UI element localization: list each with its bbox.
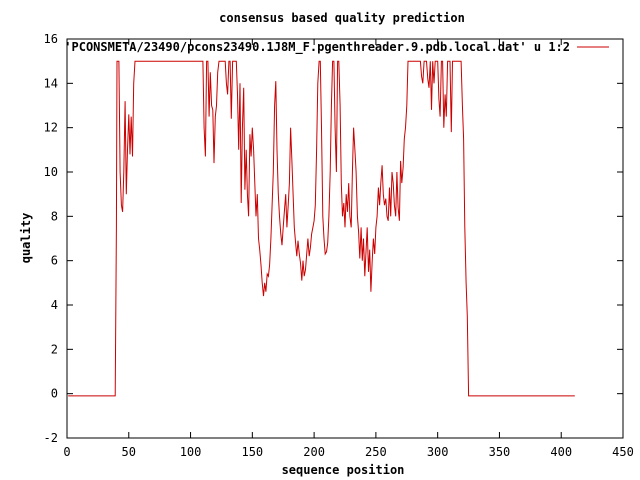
- y-tick-label: 14: [44, 76, 58, 90]
- x-tick-label: 50: [122, 445, 136, 459]
- legend: 'PCONSMETA/23490/pcons23490.1J8M_F.pgent…: [64, 40, 609, 55]
- legend-label: 'PCONSMETA/23490/pcons23490.1J8M_F.pgent…: [64, 40, 570, 55]
- y-tick-label: 8: [51, 209, 58, 223]
- plot-area-frame: [66, 38, 624, 439]
- x-tick-label: 200: [303, 445, 325, 459]
- x-axis-label: sequence position: [282, 463, 405, 477]
- y-tick-label: 0: [51, 387, 58, 401]
- x-tick-label: 0: [63, 445, 70, 459]
- y-axis-ticks: -2 0 2 4 6 8 10 12 14 16: [44, 32, 623, 445]
- series-line: [68, 60, 575, 397]
- x-tick-label: 150: [241, 445, 263, 459]
- x-tick-label: 250: [365, 445, 387, 459]
- x-tick-label: 100: [180, 445, 202, 459]
- y-tick-label: 10: [44, 165, 58, 179]
- y-tick-label: 4: [51, 298, 58, 312]
- x-tick-label: 300: [427, 445, 449, 459]
- y-tick-label: 16: [44, 32, 58, 46]
- y-tick-label: 2: [51, 342, 58, 356]
- y-tick-label: 6: [51, 254, 58, 268]
- chart-title: consensus based quality prediction: [219, 11, 465, 25]
- y-tick-label: -2: [44, 431, 58, 445]
- y-axis-label: quality: [19, 213, 33, 264]
- series-layer: [68, 60, 575, 397]
- x-tick-label: 350: [489, 445, 511, 459]
- y-tick-label: 12: [44, 121, 58, 135]
- x-axis-ticks: 0 50 100 150 200 250 300 350 400 450: [63, 39, 634, 459]
- x-tick-label: 400: [550, 445, 572, 459]
- x-tick-label: 450: [612, 445, 634, 459]
